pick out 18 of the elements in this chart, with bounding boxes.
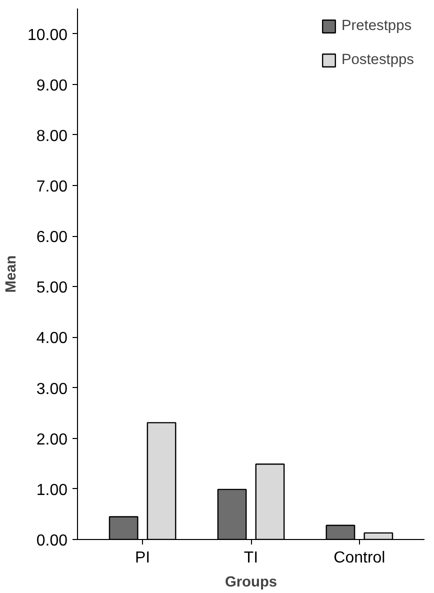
legend-label: Postestpps — [341, 52, 414, 68]
x-axis-title: Groups — [224, 574, 278, 590]
x-tick-label: TI — [244, 550, 258, 566]
y-tick-label: 10.00 — [27, 26, 68, 44]
y-tick-label: 0.00 — [36, 532, 68, 550]
y-axis-title: Mean — [3, 255, 20, 293]
y-tick-label: 3.00 — [36, 380, 68, 398]
y-tick-label: 6.00 — [36, 229, 68, 246]
y-tick-label: 1.00 — [36, 482, 68, 499]
y-tick-label: 4.00 — [36, 330, 68, 348]
y-tick-label: 5.00 — [36, 280, 68, 297]
x-tick-label: PI — [135, 550, 150, 566]
y-tick-label: 9.00 — [36, 77, 68, 94]
x-tick-label: Control — [334, 550, 386, 566]
legend-label: Pretestpps — [341, 18, 412, 34]
y-tick-label: 7.00 — [36, 178, 68, 196]
y-tick-label: 2.00 — [36, 431, 68, 448]
y-tick-label: 8.00 — [36, 128, 68, 145]
